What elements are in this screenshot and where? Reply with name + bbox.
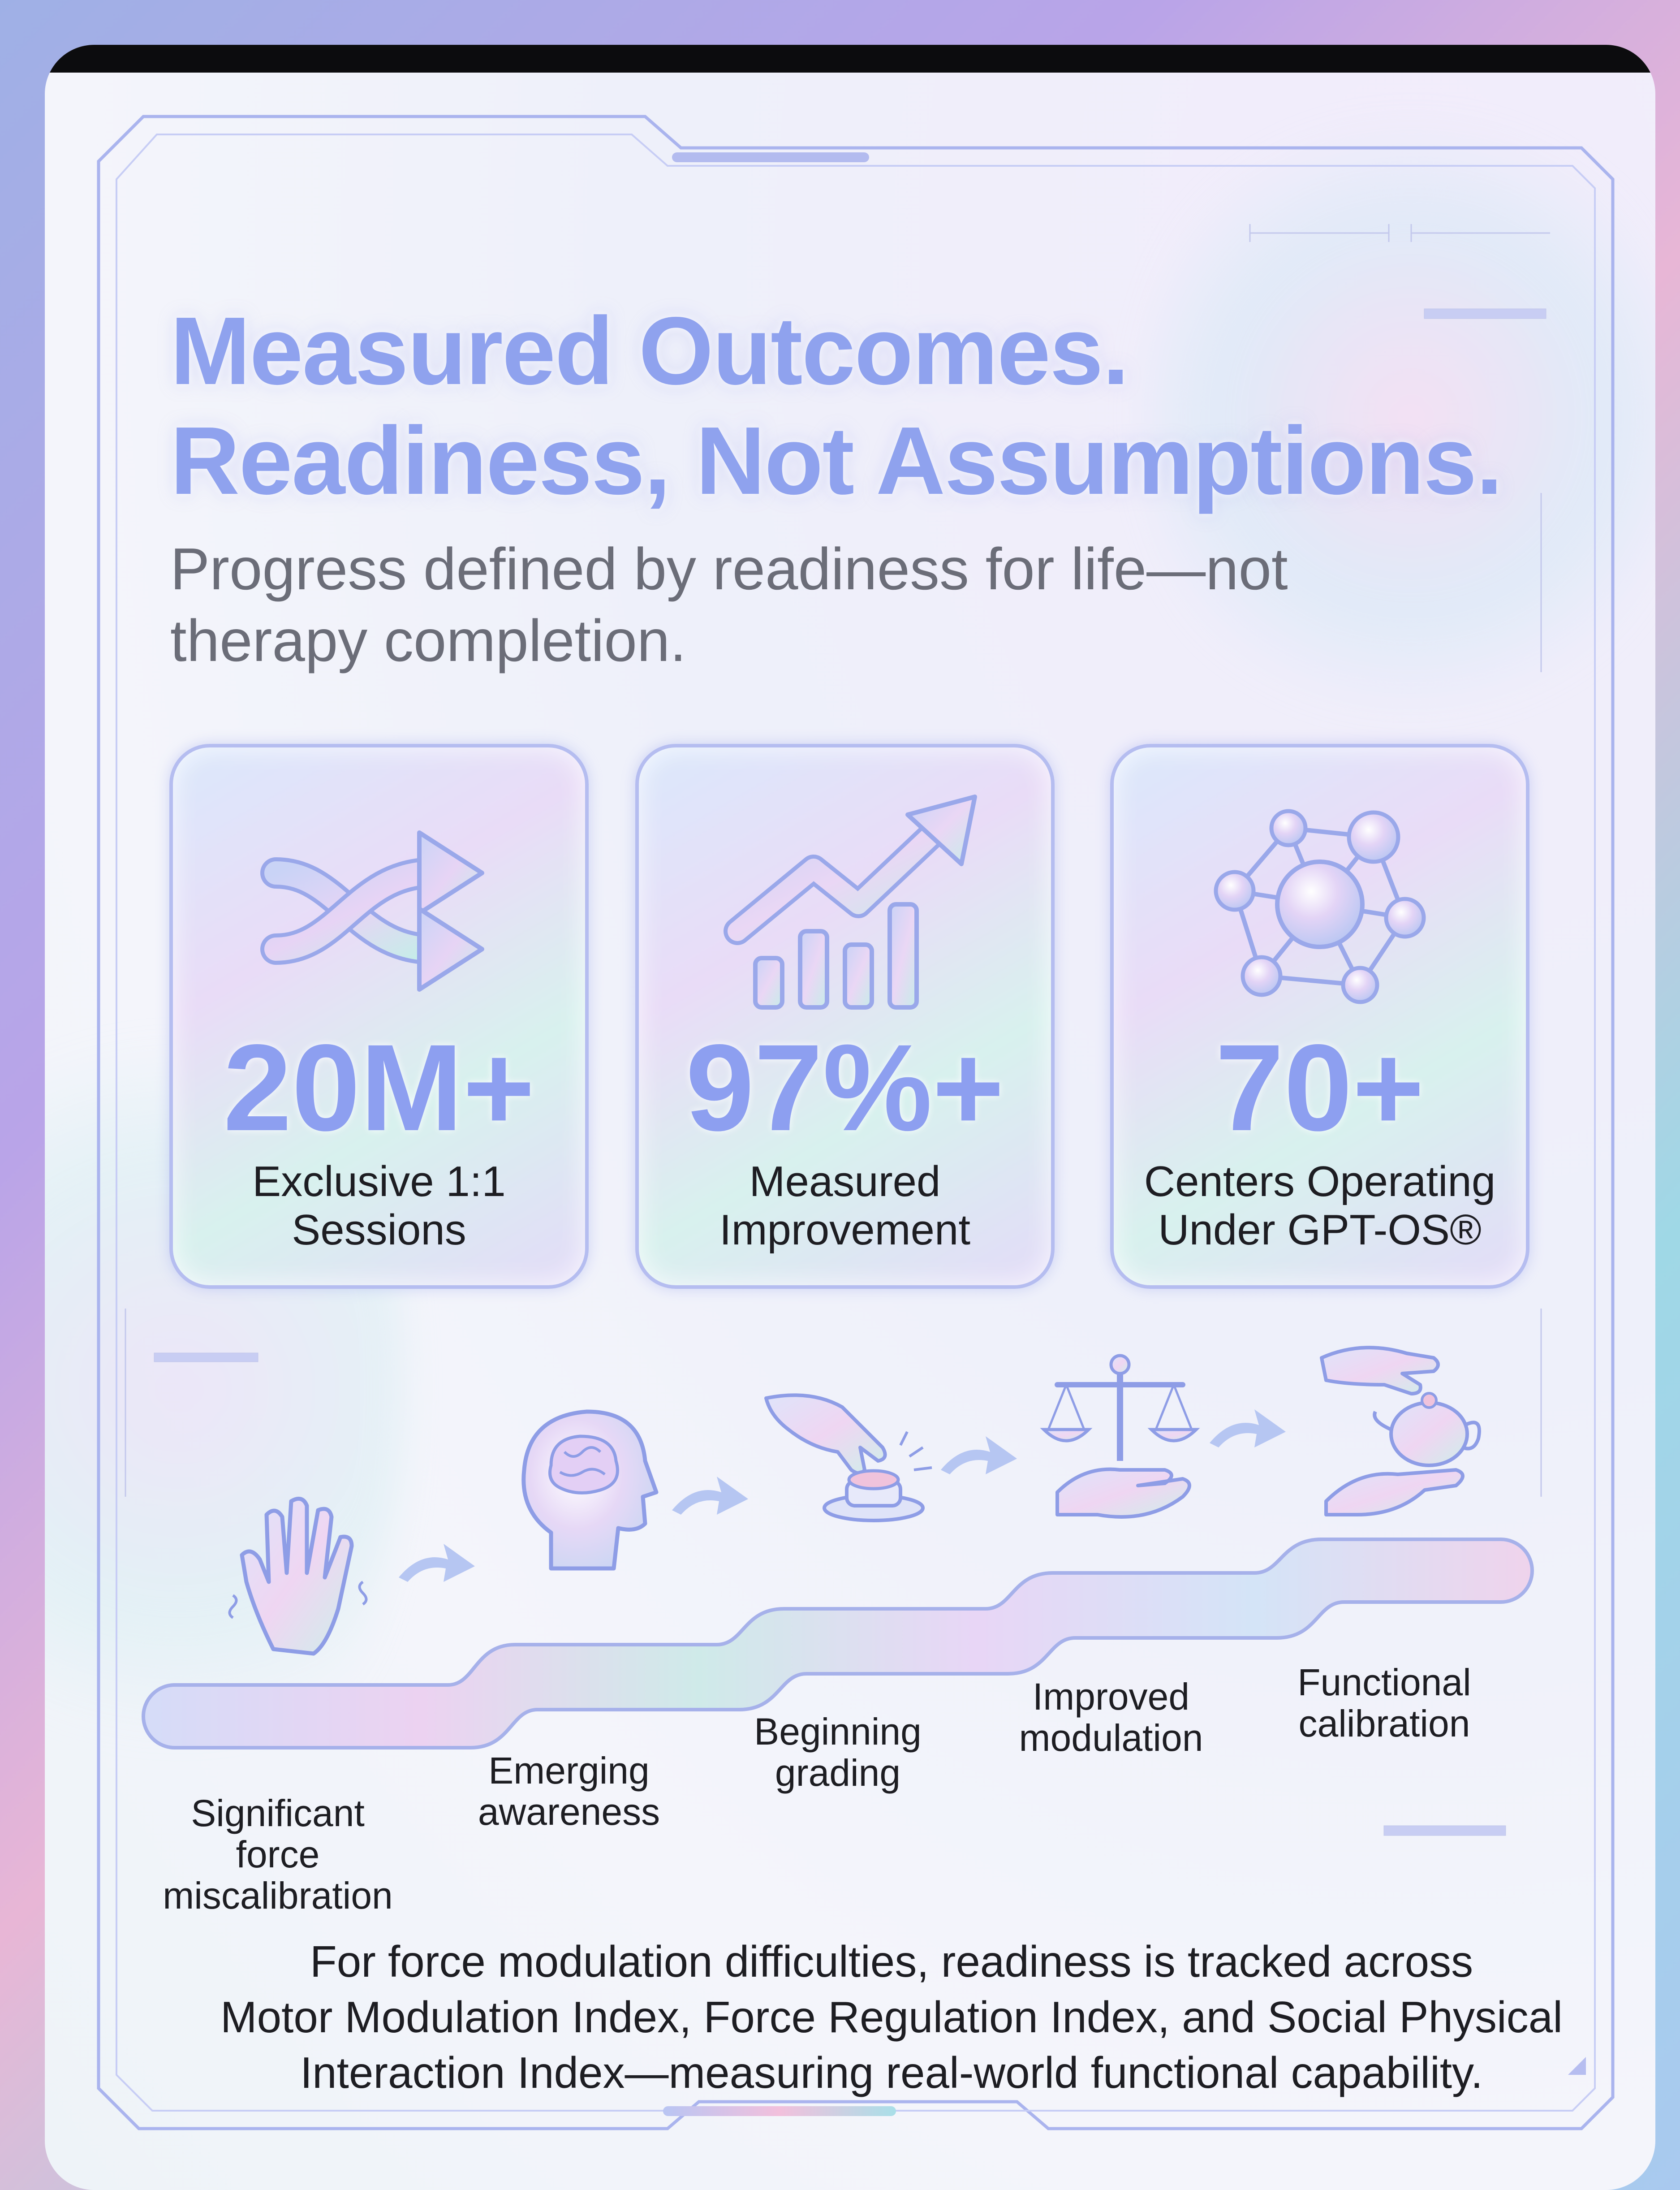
stage-label-line-2: grading: [775, 1752, 901, 1794]
stat-value: 70+: [1215, 1019, 1425, 1157]
arrow-icon: [941, 1436, 1017, 1474]
stage-label-line-1: Functional: [1297, 1661, 1471, 1703]
arrow-icon: [399, 1544, 475, 1582]
page-subtitle: Progress defined by readiness for life—n…: [170, 536, 1288, 674]
stage-label-line-1: Improved: [1032, 1676, 1190, 1718]
stat-value: 97%+: [685, 1019, 1004, 1157]
footer-line-2: Motor Modulation Index, Force Regulation…: [220, 1992, 1563, 2042]
brain-head-icon: [521, 1409, 659, 1571]
stat-label: Exclusive 1:1 Sessions: [173, 1158, 585, 1254]
stat-card-improvement: 97%+ Measured Improvement: [635, 744, 1055, 1289]
stat-label: Measured Improvement: [639, 1158, 1051, 1254]
stage-label-line-2: miscalibration: [163, 1875, 393, 1917]
shaking-hand-icon: [228, 1496, 368, 1656]
stat-value: 20M+: [223, 1019, 535, 1157]
progress-path: [142, 1409, 1534, 1749]
title-line-1: Measured Outcomes.: [170, 297, 1129, 405]
footer-description: For force modulation difficulties, readi…: [157, 1934, 1626, 2100]
stage-label-line-2: awareness: [478, 1791, 660, 1833]
stage-label-3: Beginning grading: [726, 1711, 950, 1793]
footer-line-3: Interaction Index—measuring real-world f…: [300, 2048, 1483, 2097]
card-border: [97, 115, 1615, 2130]
page-title: Measured Outcomes. Readiness, Not Assump…: [170, 296, 1604, 515]
main-panel: Measured Outcomes. Readiness, Not Assump…: [45, 45, 1655, 2190]
stage-label-line-2: calibration: [1298, 1702, 1470, 1745]
arrow-icon: [672, 1477, 748, 1515]
footer-line-1: For force modulation difficulties, readi…: [310, 1937, 1473, 1986]
top-bar: [45, 45, 1655, 73]
stage-label-5: Functional calibration: [1272, 1662, 1496, 1744]
title-line-2: Readiness, Not Assumptions.: [170, 406, 1503, 514]
hand-pressing-button-icon: [764, 1393, 932, 1522]
stage-label-line-1: Significant force: [191, 1792, 365, 1875]
stat-label-line-1: Exclusive 1:1: [252, 1158, 506, 1205]
stat-card-sessions: 20M+ Exclusive 1:1 Sessions: [169, 744, 589, 1289]
sheen-top-right: [1142, 81, 1655, 753]
stat-label-line-1: Centers Operating: [1144, 1158, 1496, 1205]
network-nodes-icon: [1214, 809, 1426, 1004]
stat-label-line-1: Measured: [749, 1158, 941, 1205]
stage-label-2: Emerging awareness: [457, 1750, 681, 1832]
stage-label-4: Improved modulation: [999, 1676, 1223, 1758]
balance-scale-icon: [1040, 1354, 1200, 1519]
stat-label-line-2: Improvement: [719, 1206, 971, 1254]
hands-passing-teapot-icon: [1320, 1346, 1481, 1516]
stat-label-line-2: Under GPT-OS®: [1158, 1206, 1482, 1254]
stat-label: Centers Operating Under GPT-OS®: [1114, 1158, 1526, 1254]
stage-label-line-1: Emerging: [488, 1749, 650, 1792]
stat-card-centers: 70+ Centers Operating Under GPT-OS®: [1110, 744, 1529, 1289]
arrow-icon: [1210, 1409, 1286, 1447]
stage-label-line-1: Beginning: [754, 1711, 922, 1753]
growth-chart-icon: [724, 795, 977, 1010]
progress-ribbon: [142, 1538, 1534, 1749]
shuffle-arrows-icon: [260, 830, 484, 992]
stage-label-line-2: modulation: [1019, 1717, 1203, 1759]
stage-label-1: Significant force miscalibration: [148, 1793, 408, 1916]
stat-label-line-2: Sessions: [292, 1206, 466, 1254]
